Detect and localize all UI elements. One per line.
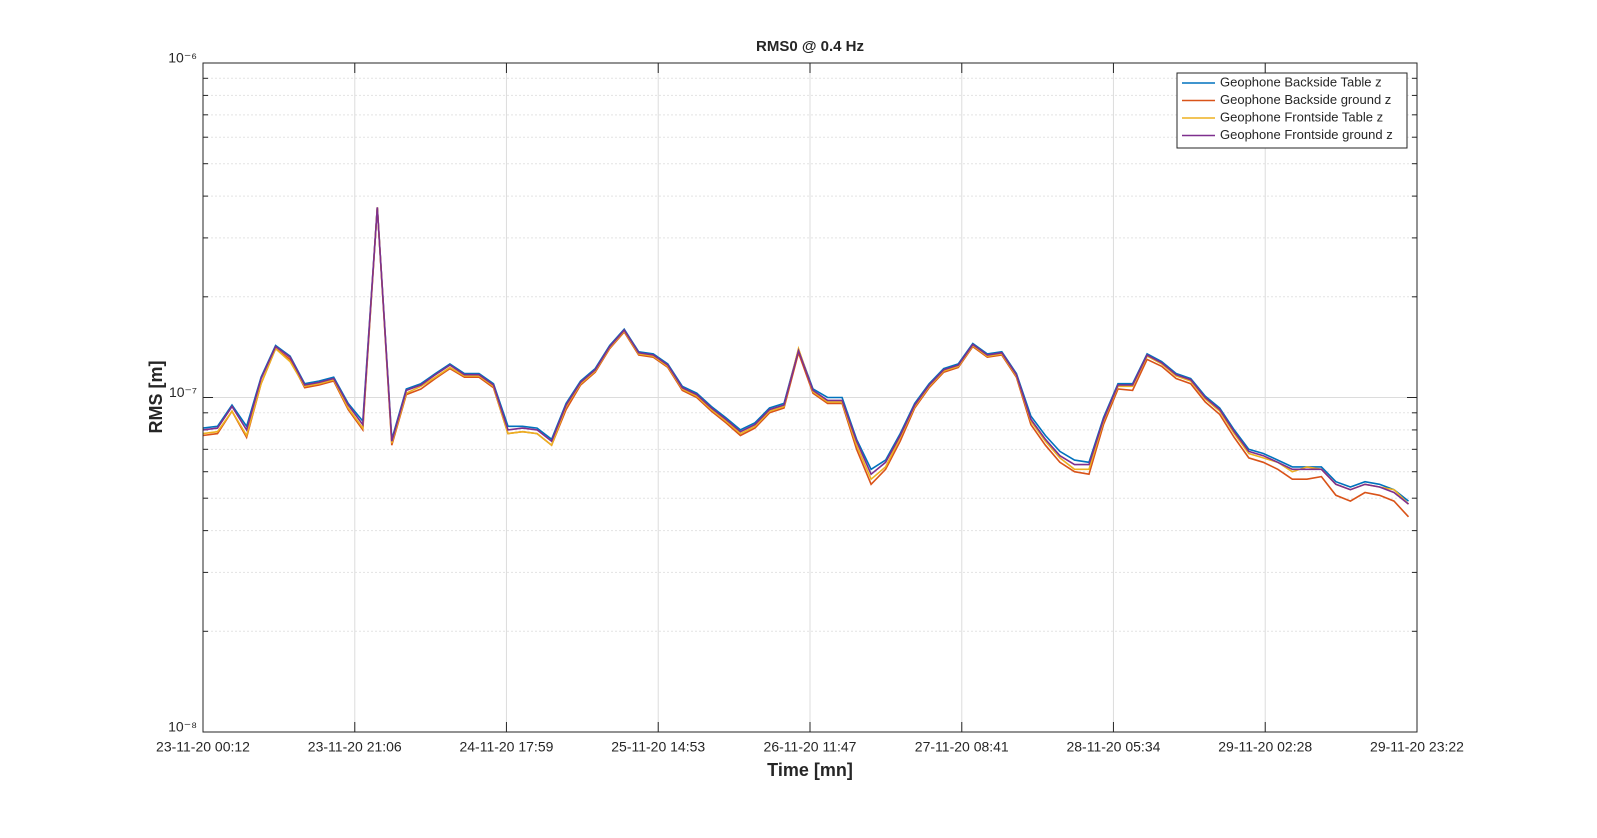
y-tick-label: 10⁻⁸ xyxy=(168,719,197,735)
x-tick-label: 23-11-20 21:06 xyxy=(308,739,402,755)
y-tick-label: 10⁻⁶ xyxy=(168,50,197,66)
legend-label: Geophone Frontside Table z xyxy=(1220,109,1383,124)
x-tick-label: 29-11-20 02:28 xyxy=(1218,739,1312,755)
x-tick-label: 27-11-20 08:41 xyxy=(915,739,1009,755)
chart-title: RMS0 @ 0.4 Hz xyxy=(756,38,864,55)
legend-label: Geophone Backside Table z xyxy=(1220,74,1382,89)
x-tick-label: 29-11-20 23:22 xyxy=(1370,739,1464,755)
plot-frame xyxy=(202,62,1418,733)
x-tick-label: 24-11-20 17:59 xyxy=(459,739,553,755)
y-tick-label: 10⁻⁷ xyxy=(169,384,197,400)
legend: Geophone Backside Table z Geophone Backsi… xyxy=(1176,72,1408,149)
series-line xyxy=(202,207,1409,505)
legend-label: Geophone Frontside ground z xyxy=(1220,127,1393,142)
x-tick-label: 25-11-20 14:53 xyxy=(611,739,705,755)
legend-box xyxy=(1176,72,1408,149)
y-axis-label: RMS [m] xyxy=(146,361,166,434)
legend-label: Geophone Backside ground z xyxy=(1220,92,1391,107)
x-tick-label: 28-11-20 05:34 xyxy=(1066,739,1160,755)
x-tick-label: 23-11-20 00:12 xyxy=(156,739,250,755)
x-tick-label: 26-11-20 11:47 xyxy=(764,739,857,755)
x-axis-label: Time [mn] xyxy=(767,760,853,780)
